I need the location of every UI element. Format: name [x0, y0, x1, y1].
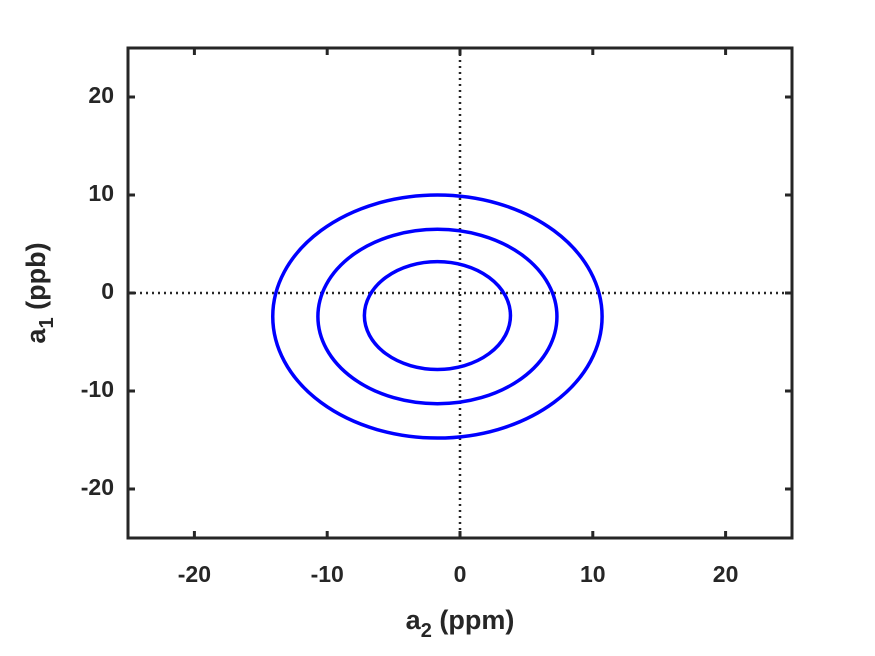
x-tick-label: 10: [580, 561, 606, 587]
y-tick-label: -20: [81, 474, 114, 500]
x-label-space: [432, 605, 440, 635]
x-tick-label: -20: [178, 561, 211, 587]
y-axis-label: a1 (ppb): [21, 242, 58, 343]
x-tick-label: 0: [454, 561, 467, 587]
y-label-sub: 1: [36, 317, 58, 328]
x-label-unit: (ppm): [439, 605, 514, 635]
contour-line: [271, 193, 604, 440]
y-tick-label: -10: [81, 376, 114, 402]
contour-line: [316, 227, 559, 406]
x-label-text: a: [406, 605, 422, 635]
y-tick-label: 10: [88, 180, 114, 206]
y-tick-label: 0: [101, 278, 114, 304]
x-tick-label: 20: [713, 561, 739, 587]
y-label-space: [21, 310, 51, 318]
contour-line: [362, 259, 513, 372]
y-label-text: a: [21, 328, 51, 344]
x-axis-label: a2 (ppm): [406, 605, 515, 642]
y-label-unit: (ppb): [21, 242, 51, 309]
x-tick-label: -10: [311, 561, 344, 587]
x-label-sub: 2: [421, 620, 432, 642]
y-tick-label: 20: [88, 82, 114, 108]
